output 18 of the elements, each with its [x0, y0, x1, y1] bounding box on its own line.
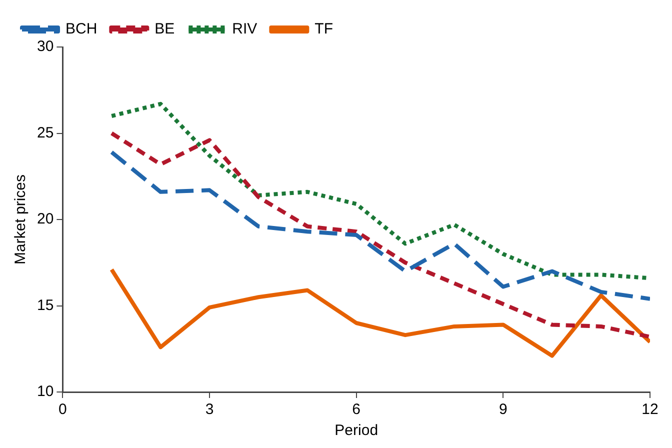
x-tick-label: 12	[642, 401, 658, 418]
y-tick-label: 10	[36, 383, 54, 400]
line-series	[110, 131, 650, 339]
x-axis-title: Period	[334, 422, 378, 440]
x-tick-label: 6	[352, 401, 361, 418]
y-tick-label: 20	[36, 210, 54, 228]
legend-label: BE	[154, 20, 175, 38]
legend-label: BCH	[66, 20, 98, 38]
x-tick-label: 3	[205, 401, 214, 418]
x-tick-label: 0	[58, 401, 67, 418]
y-tick-label: 25	[36, 124, 54, 142]
y-tick-label: 15	[36, 296, 54, 314]
x-tick-label: 9	[499, 401, 508, 418]
legend-label: TF	[314, 20, 334, 38]
y-axis-title: Market prices	[12, 174, 30, 265]
y-tick-label: 30	[36, 38, 54, 56]
line-series	[110, 150, 650, 301]
legend-label: RIV	[232, 20, 258, 38]
